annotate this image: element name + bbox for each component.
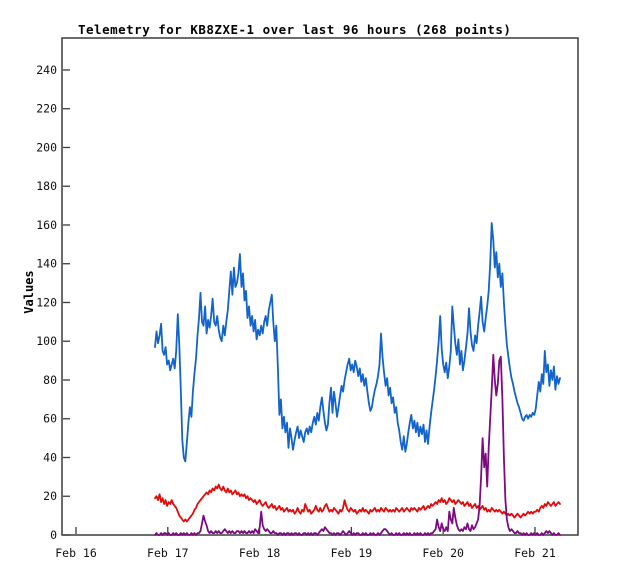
y-tick-label: 200 — [36, 140, 57, 154]
series-2-red-line — [154, 483, 561, 523]
plot-border — [61, 37, 579, 536]
x-tick-label: Feb 19 — [331, 546, 373, 560]
y-tick-label: 20 — [43, 489, 57, 503]
y-tick-label: 100 — [36, 334, 57, 348]
x-tick-label: Feb 16 — [55, 546, 97, 560]
y-tick-label: 0 — [50, 528, 57, 542]
y-tick-label: 120 — [36, 295, 57, 309]
y-tick-label: 140 — [36, 257, 57, 271]
y-tick-label: 180 — [36, 179, 57, 193]
chart-title: Telemetry for KB8ZXE-1 over last 96 hour… — [78, 22, 512, 37]
series-3-purple-line — [154, 353, 561, 536]
y-tick-label: 80 — [43, 373, 57, 387]
series-1-blue-line — [154, 222, 561, 463]
y-tick-label: 160 — [36, 218, 57, 232]
y-tick-label: 40 — [43, 450, 57, 464]
x-tick-label: Feb 18 — [239, 546, 281, 560]
y-tick-label: 60 — [43, 412, 57, 426]
x-tick-label: Feb 17 — [147, 546, 189, 560]
x-tick-label: Feb 20 — [422, 546, 464, 560]
y-tick-label: 240 — [36, 63, 57, 77]
x-tick-label: Feb 21 — [514, 546, 556, 560]
y-tick-label: 220 — [36, 102, 57, 116]
